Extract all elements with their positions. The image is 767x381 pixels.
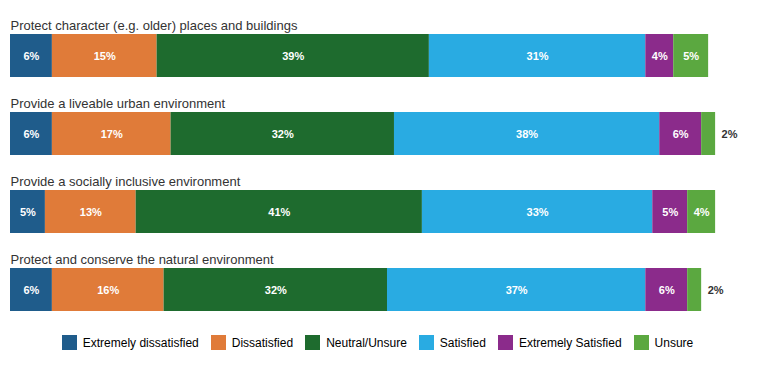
svg-text:Protect character (e.g. older): Protect character (e.g. older) places an… [11, 18, 298, 33]
svg-text:Protect and conserve the natur: Protect and conserve the natural environ… [11, 252, 274, 267]
svg-text:5%: 5% [662, 206, 678, 218]
html-text:Neutral/Unsure: Neutral/Unsure [326, 335, 407, 350]
svg-text:2%: 2% [708, 284, 724, 296]
html-text:Extremely Satisfied: Extremely Satisfied [518, 335, 622, 350]
svg-text:4%: 4% [652, 50, 668, 62]
svg-text:32%: 32% [265, 284, 287, 296]
svg-text:4%: 4% [694, 206, 710, 218]
svg-text:16%: 16% [97, 284, 119, 296]
svg-text:5%: 5% [683, 50, 699, 62]
svg-text:32%: 32% [272, 128, 294, 140]
svg-text:15%: 15% [94, 50, 116, 62]
svg-text:Provide a socially inclusive e: Provide a socially inclusive environment [11, 174, 241, 189]
svg-text:6%: 6% [673, 128, 689, 140]
svg-text:6%: 6% [23, 128, 39, 140]
svg-text:6%: 6% [23, 284, 39, 296]
html-text:Unsure: Unsure [654, 335, 694, 350]
svg-text:39%: 39% [282, 50, 304, 62]
svg-text:37%: 37% [506, 284, 528, 296]
svg-text:41%: 41% [268, 206, 290, 218]
svg-text:31%: 31% [527, 50, 549, 62]
svg-text:6%: 6% [23, 50, 39, 62]
svg-text:13%: 13% [80, 206, 102, 218]
svg-text:2%: 2% [722, 128, 738, 140]
svg-text:38%: 38% [516, 128, 538, 140]
svg-text:5%: 5% [20, 206, 36, 218]
html-text:Dissatisfied: Dissatisfied [231, 335, 294, 350]
svg-text:Provide a liveable urban envir: Provide a liveable urban environment [11, 96, 226, 111]
html-text:Satisfied: Satisfied [439, 335, 486, 350]
html-text:Extremely dissatisfied: Extremely dissatisfied [82, 335, 199, 350]
svg-text:6%: 6% [659, 284, 675, 296]
svg-text:33%: 33% [527, 206, 549, 218]
svg-text:17%: 17% [101, 128, 123, 140]
